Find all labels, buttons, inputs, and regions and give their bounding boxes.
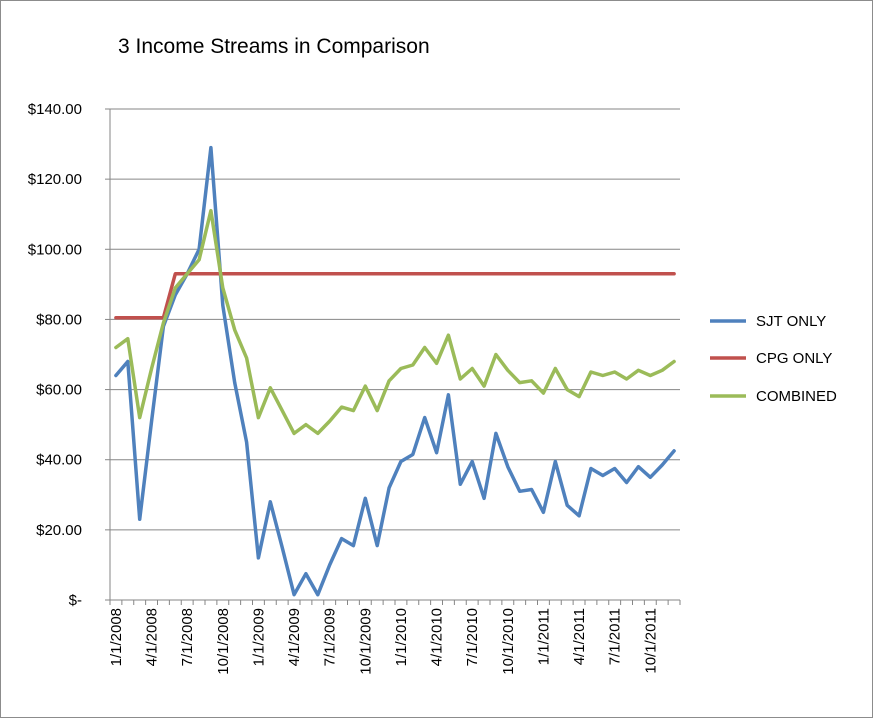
y-tick-label: $80.00 xyxy=(36,311,82,328)
x-tick-label: 10/1/2010 xyxy=(500,608,517,675)
y-tick-label: $120.00 xyxy=(28,171,82,188)
legend-label: CPG ONLY xyxy=(756,350,832,367)
series-line-cpg-only xyxy=(114,272,676,320)
series-line-sjt-only xyxy=(114,145,676,597)
x-tick-label: 4/1/2008 xyxy=(144,608,161,666)
y-tick-label: $140.00 xyxy=(28,101,82,118)
series-lines xyxy=(114,145,676,597)
gridlines xyxy=(110,108,680,531)
x-tick-label: 7/1/2009 xyxy=(322,608,339,666)
y-tick-label: $40.00 xyxy=(36,452,82,469)
series-line-combined xyxy=(114,208,676,436)
x-tick-label: 1/1/2008 xyxy=(108,608,125,666)
y-tick-label: $100.00 xyxy=(28,241,82,258)
x-tick-label: 4/1/2010 xyxy=(429,608,446,666)
x-tick-label: 10/1/2009 xyxy=(357,608,374,675)
legend: SJT ONLY CPG ONLY COMBINED xyxy=(710,313,837,405)
x-tick-label: 7/1/2011 xyxy=(607,608,624,665)
x-tick-label: 7/1/2010 xyxy=(464,608,481,666)
chart-title: 3 Income Streams in Comparison xyxy=(118,35,430,58)
y-tick-label: $- xyxy=(69,592,82,609)
x-tick-label: 7/1/2008 xyxy=(179,608,196,666)
legend-label: COMBINED xyxy=(756,388,837,405)
x-tick-label: 4/1/2011 xyxy=(571,608,588,665)
x-tick-label: 4/1/2009 xyxy=(286,608,303,666)
x-tick-label: 10/1/2011 xyxy=(642,608,659,674)
x-axis: 1/1/2008 4/1/2008 7/1/2008 10/1/2008 1/1/200… xyxy=(108,599,681,675)
x-tick-label: 1/1/2009 xyxy=(250,608,267,666)
x-tick-label: 1/1/2010 xyxy=(393,608,410,666)
legend-label: SJT ONLY xyxy=(756,313,826,330)
y-axis: $- $20.00 $40.00 $60.00 $80.00 $100.00 $120.00… xyxy=(28,101,111,609)
x-tick-label: 1/1/2011 xyxy=(535,608,552,665)
y-tick-label: $60.00 xyxy=(36,382,82,399)
y-tick-label: $20.00 xyxy=(36,522,82,539)
x-tick-label: 10/1/2008 xyxy=(215,608,232,675)
